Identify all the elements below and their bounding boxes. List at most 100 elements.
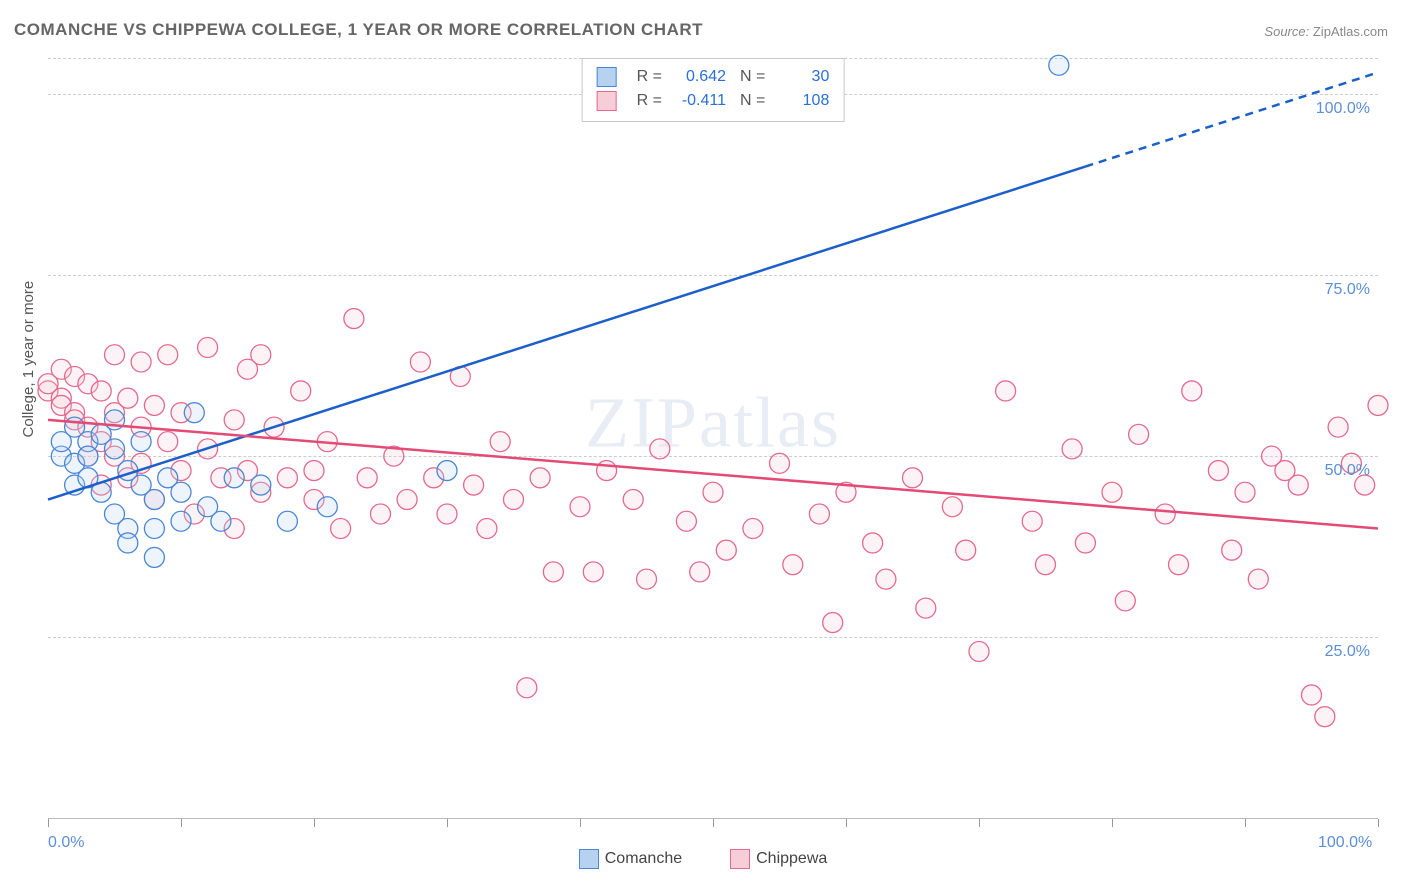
data-point: [543, 562, 563, 582]
data-point: [171, 511, 191, 531]
data-point: [131, 352, 151, 372]
data-point: [357, 468, 377, 488]
chart-container: COMANCHE VS CHIPPEWA COLLEGE, 1 YEAR OR …: [0, 0, 1406, 892]
source-label: Source:: [1264, 24, 1309, 39]
data-point: [1235, 482, 1255, 502]
data-point: [1182, 381, 1202, 401]
data-point: [1222, 540, 1242, 560]
data-point: [1022, 511, 1042, 531]
data-point: [144, 490, 164, 510]
data-point: [690, 562, 710, 582]
n-value: 30: [775, 65, 829, 89]
x-tick: [846, 819, 847, 827]
x-tick: [314, 819, 315, 827]
legend-label: Comanche: [605, 850, 682, 868]
data-point: [304, 461, 324, 481]
data-point: [743, 518, 763, 538]
stats-row: R = 0.642 N = 30: [597, 65, 830, 89]
x-tick: [1245, 819, 1246, 827]
data-point: [105, 345, 125, 365]
data-point: [118, 533, 138, 553]
data-point: [1368, 395, 1388, 415]
legend-swatch: [597, 91, 617, 111]
data-point: [703, 482, 723, 502]
x-tick: [979, 819, 980, 827]
legend-label: Chippewa: [756, 850, 827, 868]
scatter-svg: [48, 58, 1378, 818]
data-point: [158, 432, 178, 452]
n-value: 108: [775, 89, 829, 113]
data-point: [823, 613, 843, 633]
data-point: [224, 468, 244, 488]
legend-swatch: [579, 849, 599, 869]
data-point: [637, 569, 657, 589]
chart-title: COMANCHE VS CHIPPEWA COLLEGE, 1 YEAR OR …: [14, 20, 703, 40]
trend-line-extrapolated: [1085, 72, 1378, 166]
y-tick-label: 75.0%: [1325, 281, 1370, 299]
data-point: [770, 453, 790, 473]
data-point: [676, 511, 696, 531]
n-label: N =: [740, 65, 765, 89]
data-point: [171, 482, 191, 502]
data-point: [623, 490, 643, 510]
data-point: [105, 439, 125, 459]
data-point: [583, 562, 603, 582]
data-point: [783, 555, 803, 575]
x-tick: [181, 819, 182, 827]
data-point: [1315, 707, 1335, 727]
data-point: [397, 490, 417, 510]
data-point: [410, 352, 430, 372]
trend-line: [48, 167, 1085, 500]
data-point: [371, 504, 391, 524]
data-point: [251, 345, 271, 365]
x-tick: [48, 819, 49, 827]
y-axis-label: College, 1 year or more: [20, 281, 37, 438]
data-point: [184, 403, 204, 423]
data-point: [344, 309, 364, 329]
data-point: [903, 468, 923, 488]
data-point: [1102, 482, 1122, 502]
data-point: [1328, 417, 1348, 437]
x-tick: [580, 819, 581, 827]
legend-item: Comanche: [579, 849, 682, 869]
data-point: [331, 518, 351, 538]
y-tick-label: 100.0%: [1316, 100, 1370, 118]
data-point: [437, 461, 457, 481]
x-tick: [713, 819, 714, 827]
data-point: [211, 511, 231, 531]
legend-swatch: [597, 67, 617, 87]
data-point: [464, 475, 484, 495]
r-label: R =: [637, 65, 662, 89]
data-point: [477, 518, 497, 538]
data-point: [716, 540, 736, 560]
data-point: [1049, 55, 1069, 75]
data-point: [942, 497, 962, 517]
data-point: [809, 504, 829, 524]
data-point: [1129, 424, 1149, 444]
data-point: [158, 345, 178, 365]
data-point: [251, 475, 271, 495]
stats-legend-box: R =0.642N =30R =-0.411N =108: [582, 58, 845, 122]
source-attribution: Source: ZipAtlas.com: [1264, 24, 1388, 39]
bottom-legend: Comanche Chippewa: [0, 849, 1406, 874]
data-point: [570, 497, 590, 517]
data-point: [277, 468, 297, 488]
data-point: [144, 518, 164, 538]
x-tick: [1378, 819, 1379, 827]
stats-row: R =-0.411N =108: [597, 89, 830, 113]
data-point: [1169, 555, 1189, 575]
data-point: [504, 490, 524, 510]
x-tick: [447, 819, 448, 827]
data-point: [198, 338, 218, 358]
data-point: [291, 381, 311, 401]
data-point: [597, 461, 617, 481]
data-point: [78, 446, 98, 466]
r-value: 0.642: [672, 65, 726, 89]
data-point: [956, 540, 976, 560]
data-point: [863, 533, 883, 553]
data-point: [1208, 461, 1228, 481]
source-value: ZipAtlas.com: [1313, 24, 1388, 39]
data-point: [996, 381, 1016, 401]
n-label: N =: [740, 89, 765, 113]
data-point: [118, 388, 138, 408]
